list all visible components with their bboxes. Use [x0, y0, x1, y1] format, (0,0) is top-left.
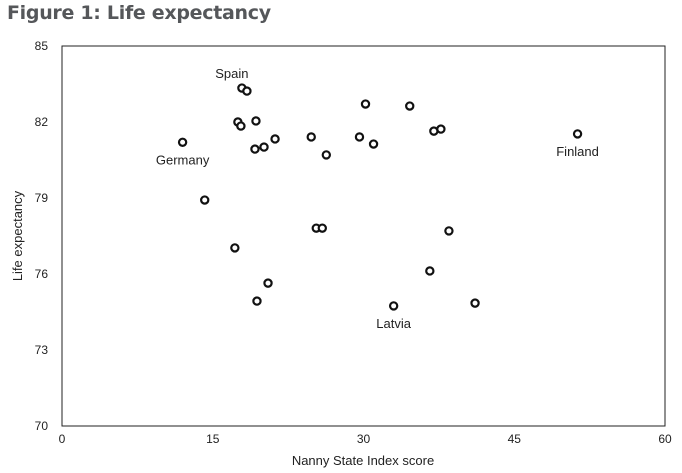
y-tick-label: 79: [35, 191, 49, 205]
data-point: [242, 86, 252, 96]
point-label: Spain: [215, 66, 248, 81]
data-point: [321, 150, 332, 160]
data-point: [270, 134, 280, 144]
data-point: [444, 226, 454, 236]
y-tick-label: 82: [35, 115, 49, 129]
data-point: [200, 195, 210, 205]
point-label: Latvia: [376, 316, 411, 331]
data-point: [368, 139, 379, 149]
x-tick-label: 60: [658, 432, 672, 446]
data-point: [360, 99, 371, 109]
chart-title: Figure 1: Life expectancy: [7, 2, 271, 24]
x-tick-label: 15: [206, 432, 220, 446]
data-point: [259, 142, 269, 152]
y-axis-label: Life expectancy: [10, 190, 25, 281]
data-point: [251, 116, 261, 126]
data-point: [405, 101, 415, 111]
data-point: [236, 121, 246, 131]
y-tick-label: 76: [35, 267, 49, 281]
data-point: [306, 132, 316, 142]
data-point: [354, 132, 365, 142]
data-point: [250, 144, 260, 154]
data-point: [470, 298, 480, 308]
data-point: [252, 296, 262, 306]
y-tick-label: 85: [35, 39, 49, 53]
point-label: Finland: [556, 144, 599, 159]
data-point: [177, 137, 188, 147]
data-point: [263, 278, 273, 288]
data-point: [388, 301, 399, 311]
x-tick-label: 45: [508, 432, 522, 446]
x-tick-label: 30: [357, 432, 371, 446]
data-point: [436, 124, 446, 134]
data-point: [230, 243, 240, 253]
data-point: [317, 223, 327, 233]
x-tick-label: 0: [59, 432, 66, 446]
data-point: [425, 266, 435, 276]
y-tick-label: 70: [35, 419, 49, 433]
data-point: [572, 129, 583, 139]
y-tick-label: 73: [35, 343, 49, 357]
point-label: Germany: [156, 152, 210, 167]
plot-frame: [61, 45, 666, 427]
x-axis-label: Nanny State Index score: [292, 453, 434, 468]
